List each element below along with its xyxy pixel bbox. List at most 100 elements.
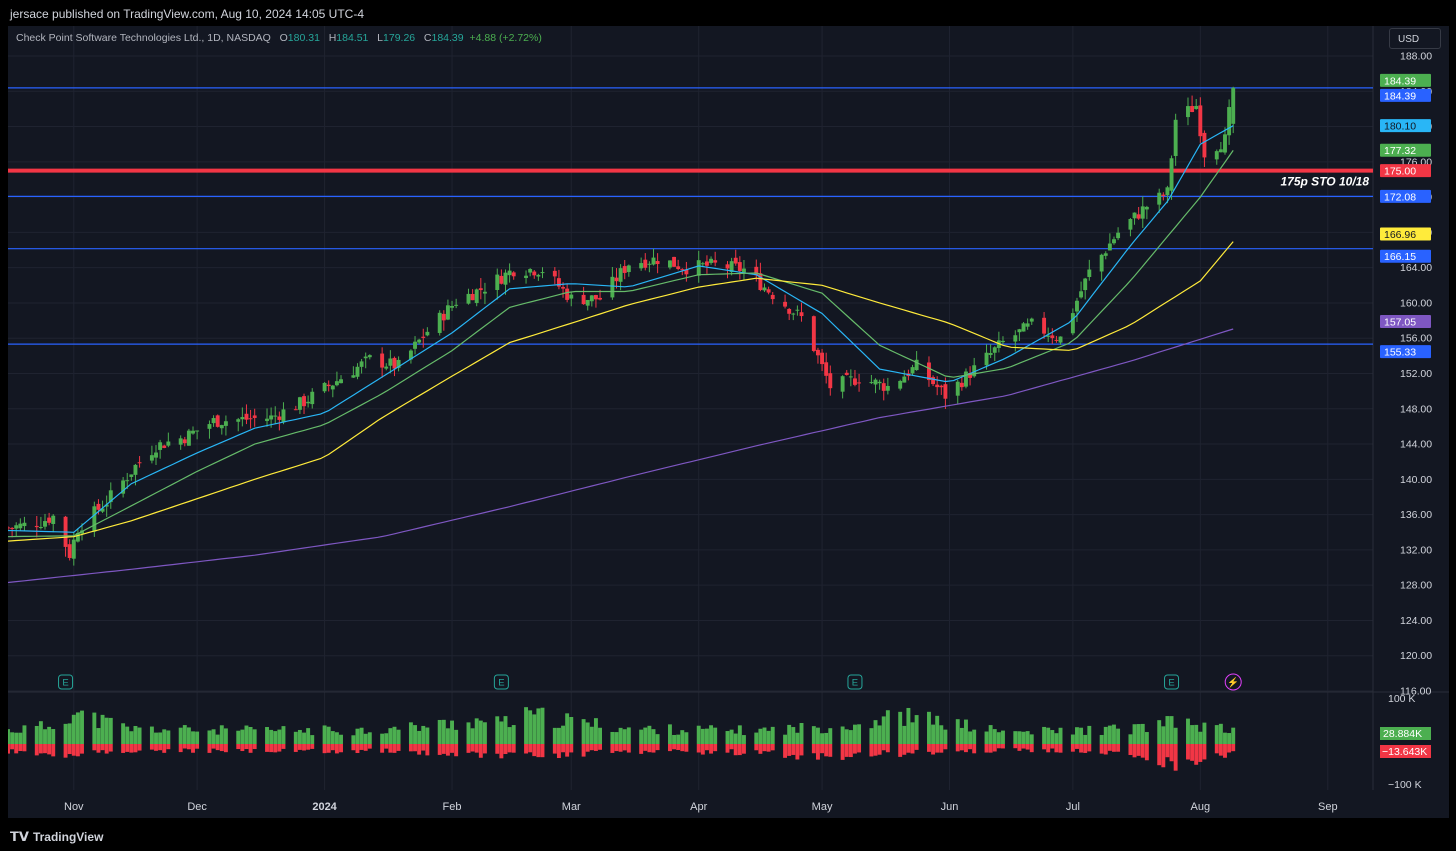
volume-down-bar (725, 744, 730, 753)
volume-up-bar (622, 729, 627, 744)
volume-up-bar (80, 710, 84, 744)
volume-up-bar (964, 719, 968, 744)
candle-body (1169, 158, 1174, 191)
high-value: 184.51 (336, 32, 369, 44)
candle-body (302, 396, 306, 407)
volume-down-bar (651, 744, 656, 753)
volume-up-bar (959, 727, 964, 744)
price-label-bg (1380, 119, 1431, 133)
volume-down-bar (425, 744, 430, 756)
volume-up-bar (848, 730, 853, 744)
volume-up-bar (18, 732, 23, 744)
candle-body (359, 361, 364, 367)
volume-up-bar (639, 729, 644, 744)
volume-up-bar (450, 720, 454, 744)
volume-up-bar (992, 729, 997, 744)
volume-down-bar (482, 744, 487, 754)
volume-down-bar (495, 744, 500, 754)
candle-body (1186, 106, 1190, 118)
candle-body (121, 480, 126, 494)
volume-down-bar (988, 744, 993, 753)
tradingview-logo[interactable]: 𝗧𝗩 TradingView (10, 829, 103, 845)
volume-up-bar (1070, 734, 1075, 744)
price-tick-label: 128.00 (1400, 580, 1432, 592)
volume-up-bar (758, 728, 763, 744)
candle-body (972, 365, 977, 377)
grid (8, 26, 1449, 790)
volume-up-bar (598, 727, 603, 744)
candle-body (1173, 119, 1178, 156)
volume-down-bar (149, 744, 154, 750)
volume-up-bar (943, 729, 948, 744)
candle-body (281, 409, 286, 423)
volume-down-bar (265, 744, 269, 752)
volume-up-bar (684, 732, 689, 744)
time-tick-label: May (812, 801, 833, 813)
volume-down-bar (643, 744, 648, 751)
volume-up-bar (22, 725, 27, 744)
currency-button[interactable]: USD (1389, 28, 1441, 49)
volume-down-bar (121, 744, 126, 753)
volume-down-bar (791, 744, 796, 755)
candle-body (137, 462, 142, 464)
candle-body (1029, 318, 1034, 322)
chart-svg[interactable]: 175p STO 10/18 E E E E ⚡ 188.00184.00180.001… (8, 26, 1449, 818)
volume-up-bar (787, 724, 792, 744)
volume-up-bar (252, 729, 257, 744)
volume-up-bar (955, 719, 960, 744)
volume-up-bar (984, 731, 989, 744)
volume-down-bar (104, 744, 109, 754)
candle-body (828, 373, 833, 389)
volume-up-bar (540, 707, 545, 744)
volume-down-bar (252, 744, 257, 750)
candle-body (215, 415, 220, 427)
volume-down-bar (322, 744, 327, 754)
volume-down-bar (223, 744, 228, 753)
candle-body (1223, 134, 1227, 153)
volume-down-bar (71, 744, 76, 756)
volume-down-bar (848, 744, 853, 758)
volume-up-bar (840, 726, 845, 744)
price-tick-label: 120.00 (1400, 650, 1432, 662)
volume-up-bar (1050, 730, 1055, 744)
volume-up-bar (1214, 725, 1219, 744)
volume-down-bar (384, 744, 389, 749)
volume-down-bar (569, 744, 574, 753)
volume-up-bar (330, 731, 335, 744)
ema_fast-line (8, 125, 1234, 533)
candle-body (820, 352, 825, 365)
volume-down-bar (211, 744, 216, 749)
candle-body (1165, 187, 1170, 196)
volume-down-bar (964, 744, 968, 753)
volume-up-bar (326, 726, 331, 744)
volume-down-bar (380, 744, 385, 753)
volume-down-bar (1001, 744, 1005, 749)
volume-up-bar (277, 729, 282, 744)
candle-body (1050, 335, 1055, 339)
volume-up-bar (96, 728, 101, 744)
candle-body (709, 258, 714, 263)
volume-up-bar (240, 729, 245, 744)
volume-up-bar (248, 726, 253, 744)
candle-body (556, 278, 561, 287)
symbol-legend[interactable]: Check Point Software Technologies Ltd., … (16, 32, 542, 44)
volume-up-bar (1001, 730, 1005, 744)
candle-body (1099, 254, 1104, 272)
volume-down-bar (1021, 744, 1026, 749)
chart-frame[interactable]: 175p STO 10/18 E E E E ⚡ 188.00184.00180.001… (8, 26, 1449, 818)
candle-body (857, 382, 862, 384)
earnings-marker-label: E (1168, 678, 1174, 689)
volume-up-bar (902, 725, 907, 744)
volume-down-bar (507, 744, 512, 753)
volume-down-bar (709, 744, 714, 754)
volume-up-bar (384, 733, 389, 744)
volume-down-bar (503, 744, 508, 755)
candle-body (125, 480, 130, 482)
price-label: 184.39 (1384, 75, 1416, 87)
time-tick-label: Sep (1318, 801, 1338, 813)
volume-up-bar (1021, 731, 1026, 744)
volume-up-bar (482, 722, 487, 744)
volume-up-bar (425, 727, 430, 744)
volume-up-bar (988, 725, 993, 744)
candle-body (186, 430, 191, 446)
